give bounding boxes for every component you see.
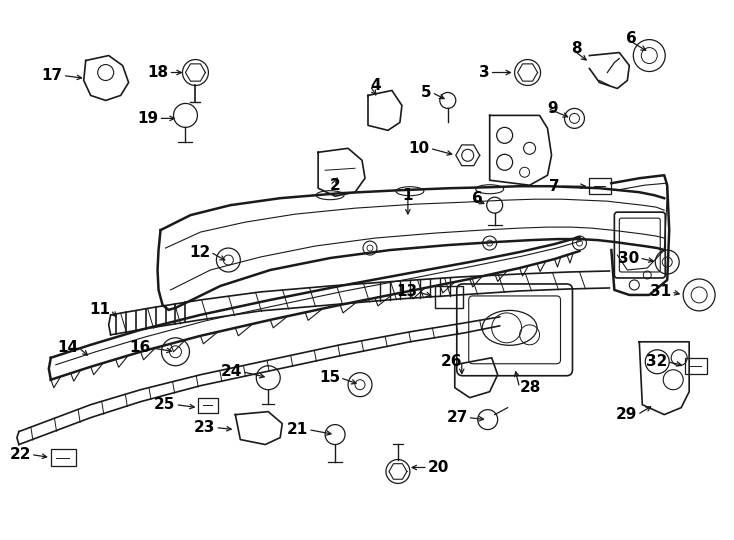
Text: 10: 10 (409, 141, 430, 156)
Text: 16: 16 (129, 340, 150, 355)
Text: 25: 25 (154, 397, 175, 412)
Text: 8: 8 (572, 41, 582, 56)
Text: 14: 14 (57, 340, 79, 355)
Text: 26: 26 (440, 354, 462, 369)
Text: 21: 21 (287, 422, 308, 437)
Text: 23: 23 (194, 420, 215, 435)
Text: 2: 2 (330, 178, 341, 193)
Bar (435, 286, 462, 308)
Text: 6: 6 (472, 191, 482, 206)
Text: 4: 4 (370, 78, 381, 93)
Bar (51, 449, 76, 467)
Text: 12: 12 (189, 245, 211, 260)
Text: 31: 31 (650, 285, 671, 300)
Text: 29: 29 (616, 407, 637, 422)
Text: 1: 1 (403, 188, 413, 202)
Text: 27: 27 (446, 410, 468, 425)
Text: 30: 30 (618, 251, 639, 266)
Text: 32: 32 (646, 354, 667, 369)
Bar (685, 358, 707, 374)
Text: 15: 15 (319, 370, 340, 385)
Bar (198, 397, 219, 413)
Text: 19: 19 (137, 111, 159, 126)
Text: 22: 22 (10, 447, 31, 462)
Text: 9: 9 (548, 101, 558, 116)
Text: 20: 20 (428, 460, 449, 475)
Text: 3: 3 (479, 65, 490, 80)
Text: 24: 24 (221, 364, 242, 379)
Text: 28: 28 (520, 380, 541, 395)
Text: 5: 5 (421, 85, 432, 100)
Text: 13: 13 (397, 285, 418, 300)
Text: 17: 17 (42, 68, 63, 83)
Text: 11: 11 (90, 302, 111, 318)
Bar (589, 178, 611, 194)
Text: 18: 18 (148, 65, 169, 80)
Text: 6: 6 (626, 31, 637, 46)
Text: 7: 7 (549, 179, 559, 194)
